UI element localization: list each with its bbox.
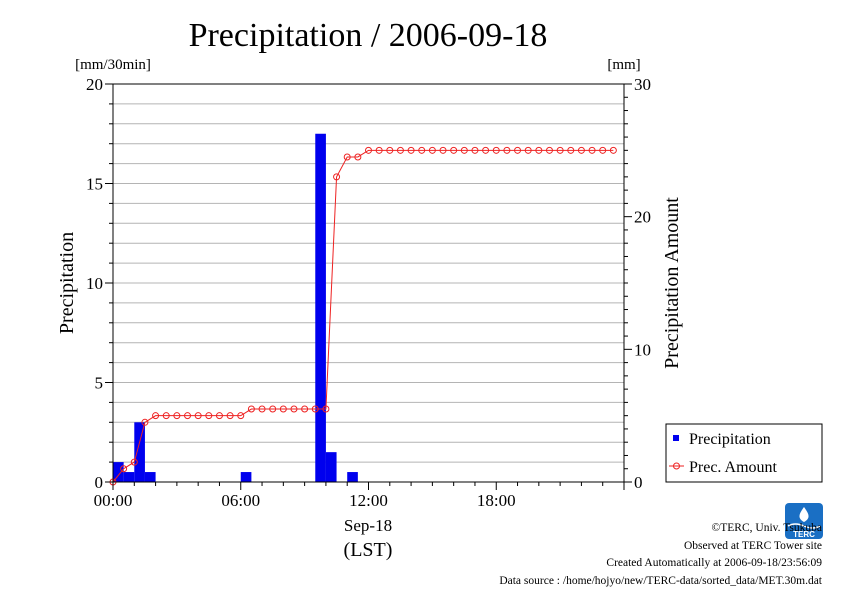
legend-marker-swatch (673, 462, 680, 470)
right-axis-title: Precipitation Amount (661, 197, 683, 369)
left-axis-tick-label: 10 (86, 274, 103, 293)
precipitation-bar (315, 133, 326, 482)
prec-amount-marker (194, 412, 202, 420)
precipitation-bar (144, 472, 156, 482)
plot-area: 0 5 10 15 20 0 10 20 30 00:00 06:00 12:00 18:00 (86, 75, 651, 510)
x-axis-tick-label: 18:00 (477, 491, 516, 510)
right-axis-tick-label: 20 (634, 208, 651, 227)
right-axis-tick-label: 0 (634, 473, 643, 492)
wave-icon (787, 523, 821, 529)
prec-amount-marker (237, 412, 245, 420)
legend-bar-swatch (673, 435, 679, 441)
precipitation-bar (123, 472, 135, 482)
x-axis-tick-label: 06:00 (221, 491, 260, 510)
footer-copyright: ©TERC, Univ. Tsukuba (711, 522, 822, 534)
prec-amount-marker (226, 412, 234, 420)
prec-amount-marker (599, 146, 607, 154)
prec-amount-marker (290, 405, 298, 413)
prec-amount-marker (588, 146, 596, 154)
prec-amount-marker (524, 146, 532, 154)
logo-lettering: TERC (793, 530, 815, 539)
prec-amount-marker (471, 146, 479, 154)
chart-title: Precipitation / 2006-09-18 (189, 17, 548, 54)
prec-amount-marker (162, 412, 170, 420)
x-axis-tick-label: 12:00 (349, 491, 388, 510)
prec-amount-marker (311, 405, 319, 413)
terc-logo: TERC (785, 503, 823, 539)
right-axis-tick-label: 10 (634, 340, 651, 359)
legend: Precipitation Prec. Amount (665, 423, 823, 483)
prec-amount-marker (215, 412, 223, 420)
x-axis-tick-label: 00:00 (94, 491, 133, 510)
legend-box (665, 423, 823, 483)
left-axis-unit: [mm/30min] (75, 57, 151, 73)
prec-amount-marker (343, 153, 351, 161)
prec-amount-marker (460, 146, 468, 154)
x-axis-title: (LST) (344, 539, 393, 561)
prec-amount-marker (365, 146, 372, 154)
prec-amount-line (112, 149, 614, 483)
prec-amount-marker (301, 405, 309, 413)
left-axis-tick-label: 20 (86, 75, 103, 94)
x-axis-date-label: Sep-18 (344, 516, 392, 535)
prec-amount-marker (322, 405, 330, 413)
precipitation-bar (134, 422, 145, 482)
prec-amount-marker (428, 146, 436, 154)
prec-amount-marker (567, 146, 575, 154)
footer-credits: ©TERC, Univ. Tsukuba Observed at TERC To… (499, 520, 822, 590)
right-axis-tick-label: 30 (634, 75, 651, 94)
precipitation-bar (113, 462, 124, 482)
prec-amount-marker (258, 405, 266, 413)
prec-amount-marker (503, 146, 511, 154)
legend-label-precipitation: Precipitation (689, 431, 771, 448)
left-axis-tick-label: 5 (95, 374, 104, 393)
prec-amount-marker (269, 405, 277, 413)
prec-amount-marker (482, 146, 490, 154)
prec-amount-marker (577, 146, 585, 154)
left-axis-title: Precipitation (56, 232, 78, 334)
prec-amount-marker (375, 146, 383, 154)
prec-amount-marker (407, 146, 415, 154)
right-axis-unit: [mm] (607, 57, 640, 73)
left-axis-tick-label: 0 (95, 473, 104, 492)
footer-created: Created Automatically at 2006-09-18/23:5… (606, 557, 822, 569)
prec-amount-marker (354, 153, 362, 161)
prec-amount-marker (141, 418, 149, 426)
footer-observed: Observed at TERC Tower site (683, 539, 822, 552)
prec-amount-marker (535, 146, 543, 154)
left-axis-tick-label: 15 (86, 175, 103, 194)
prec-amount-marker (205, 412, 213, 420)
prec-amount-marker (396, 146, 404, 154)
precipitation-bar (240, 472, 252, 482)
prec-amount-marker (439, 146, 447, 154)
footer-source: Data source : /home/hojyo/new/TERC-data/… (499, 574, 822, 587)
prec-amount-marker (333, 173, 341, 181)
prec-amount-marker (545, 146, 553, 154)
prec-amount-marker (152, 412, 160, 420)
prec-amount-marker (120, 465, 128, 473)
prec-amount-marker (184, 412, 192, 420)
prec-amount-marker (492, 146, 500, 154)
prec-amount-marker (556, 146, 564, 154)
precipitation-bar (325, 452, 337, 482)
prec-amount-marker (386, 146, 394, 154)
prec-amount-marker (130, 458, 138, 466)
prec-amount-marker (279, 405, 287, 413)
prec-amount-marker (418, 146, 426, 154)
legend-label-prec-amount: Prec. Amount (689, 459, 778, 476)
prec-amount-marker (514, 146, 522, 154)
precipitation-bar (347, 472, 358, 482)
prec-amount-marker (450, 146, 458, 154)
prec-amount-marker (173, 412, 181, 420)
water-drop-icon (799, 507, 809, 522)
prec-amount-marker (609, 146, 617, 154)
prec-amount-marker (247, 405, 255, 413)
